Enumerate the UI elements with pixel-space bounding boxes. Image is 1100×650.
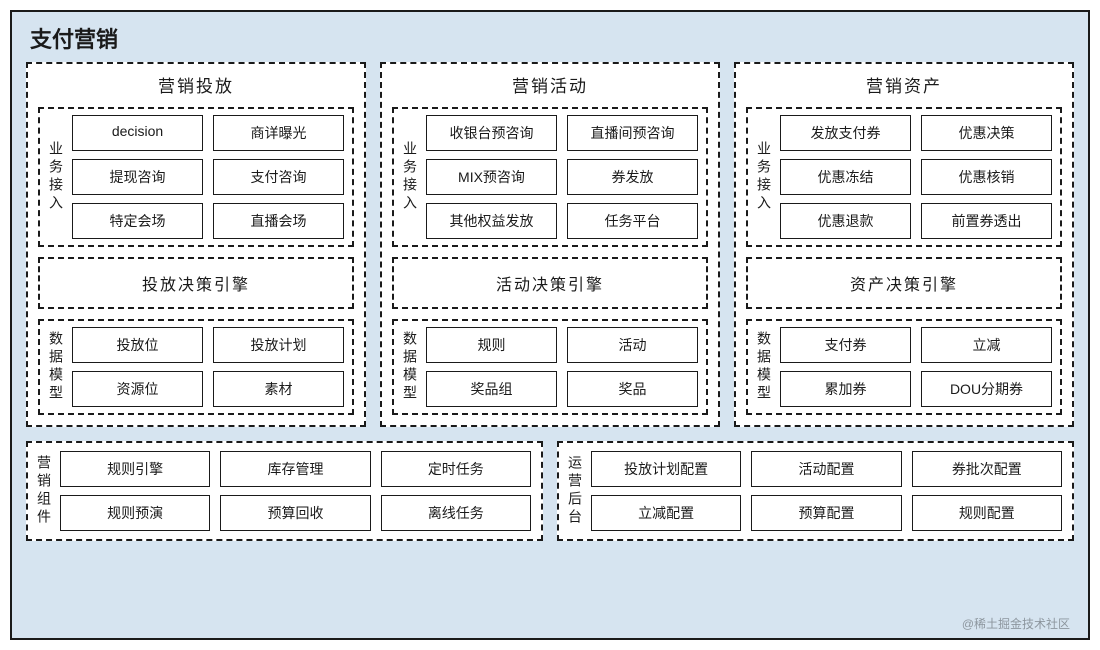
- vertical-label: 运营后台: [563, 451, 587, 531]
- cell: 预算回收: [220, 495, 370, 531]
- module-title: 营销活动: [392, 72, 708, 97]
- cell: 累加券: [780, 371, 911, 407]
- cell-grid: 规则 活动 奖品组 奖品: [422, 327, 698, 407]
- cell: 商详曝光: [213, 115, 344, 151]
- cell-grid: 发放支付券 优惠决策 优惠冻结 优惠核销 优惠退款 前置券透出: [776, 115, 1052, 239]
- top-row: 营销投放 业务接入 decision 商详曝光 提现咨询 支付咨询 特定会场 直…: [26, 62, 1074, 427]
- engine-box: 资产决策引擎: [746, 257, 1062, 309]
- module-ops-backend: 运营后台 投放计划配置 活动配置 券批次配置 立减配置 预算配置 规则配置: [557, 441, 1074, 541]
- diagram-container: 支付营销 营销投放 业务接入 decision 商详曝光 提现咨询 支付咨询 特…: [10, 10, 1090, 640]
- cell: 投放计划: [213, 327, 344, 363]
- vertical-label: 业务接入: [44, 115, 68, 239]
- module-marketing-activity: 营销活动 业务接入 收银台预咨询 直播间预咨询 MIX预咨询 券发放 其他权益发…: [380, 62, 720, 427]
- watermark: @稀土掘金技术社区: [962, 615, 1070, 632]
- cell-grid: decision 商详曝光 提现咨询 支付咨询 特定会场 直播会场: [68, 115, 344, 239]
- cell: DOU分期券: [921, 371, 1052, 407]
- cell: 支付咨询: [213, 159, 344, 195]
- cell: 库存管理: [220, 451, 370, 487]
- cell-grid: 规则引擎 库存管理 定时任务 规则预演 预算回收 离线任务: [56, 451, 531, 531]
- cell: 活动配置: [751, 451, 901, 487]
- module-marketing-delivery: 营销投放 业务接入 decision 商详曝光 提现咨询 支付咨询 特定会场 直…: [26, 62, 366, 427]
- module-marketing-components: 营销组件 规则引擎 库存管理 定时任务 规则预演 预算回收 离线任务: [26, 441, 543, 541]
- vertical-label: 数据模型: [44, 327, 68, 407]
- cell: 投放计划配置: [591, 451, 741, 487]
- cell: 直播间预咨询: [567, 115, 698, 151]
- engine-box: 活动决策引擎: [392, 257, 708, 309]
- vertical-label: 业务接入: [398, 115, 422, 239]
- cell: 奖品组: [426, 371, 557, 407]
- cell: 规则配置: [912, 495, 1062, 531]
- cell: 规则: [426, 327, 557, 363]
- cell: 离线任务: [381, 495, 531, 531]
- cell: 立减配置: [591, 495, 741, 531]
- cell-grid: 收银台预咨询 直播间预咨询 MIX预咨询 券发放 其他权益发放 任务平台: [422, 115, 698, 239]
- cell: 资源位: [72, 371, 203, 407]
- cell: 券批次配置: [912, 451, 1062, 487]
- cell: 活动: [567, 327, 698, 363]
- main-title: 支付营销: [26, 22, 1074, 54]
- cell: 优惠核销: [921, 159, 1052, 195]
- cell: 直播会场: [213, 203, 344, 239]
- vertical-label: 数据模型: [752, 327, 776, 407]
- vertical-label: 业务接入: [752, 115, 776, 239]
- cell: 优惠冻结: [780, 159, 911, 195]
- section-business-access: 业务接入 发放支付券 优惠决策 优惠冻结 优惠核销 优惠退款 前置券透出: [746, 107, 1062, 247]
- cell-grid: 支付券 立减 累加券 DOU分期券: [776, 327, 1052, 407]
- cell: decision: [72, 115, 203, 151]
- cell: 立减: [921, 327, 1052, 363]
- cell: 提现咨询: [72, 159, 203, 195]
- bottom-row: 营销组件 规则引擎 库存管理 定时任务 规则预演 预算回收 离线任务 运营后台 …: [26, 441, 1074, 541]
- cell: 规则预演: [60, 495, 210, 531]
- cell: 奖品: [567, 371, 698, 407]
- cell: 前置券透出: [921, 203, 1052, 239]
- section-data-model: 数据模型 投放位 投放计划 资源位 素材: [38, 319, 354, 415]
- cell: 券发放: [567, 159, 698, 195]
- section-business-access: 业务接入 decision 商详曝光 提现咨询 支付咨询 特定会场 直播会场: [38, 107, 354, 247]
- cell: 预算配置: [751, 495, 901, 531]
- vertical-label: 数据模型: [398, 327, 422, 407]
- cell: 投放位: [72, 327, 203, 363]
- module-marketing-asset: 营销资产 业务接入 发放支付券 优惠决策 优惠冻结 优惠核销 优惠退款 前置券透…: [734, 62, 1074, 427]
- cell: MIX预咨询: [426, 159, 557, 195]
- section-data-model: 数据模型 支付券 立减 累加券 DOU分期券: [746, 319, 1062, 415]
- cell: 收银台预咨询: [426, 115, 557, 151]
- cell-grid: 投放位 投放计划 资源位 素材: [68, 327, 344, 407]
- section-data-model: 数据模型 规则 活动 奖品组 奖品: [392, 319, 708, 415]
- cell: 其他权益发放: [426, 203, 557, 239]
- cell: 规则引擎: [60, 451, 210, 487]
- cell: 素材: [213, 371, 344, 407]
- cell: 优惠退款: [780, 203, 911, 239]
- module-title: 营销投放: [38, 72, 354, 97]
- cell-grid: 投放计划配置 活动配置 券批次配置 立减配置 预算配置 规则配置: [587, 451, 1062, 531]
- cell: 特定会场: [72, 203, 203, 239]
- cell: 发放支付券: [780, 115, 911, 151]
- section-business-access: 业务接入 收银台预咨询 直播间预咨询 MIX预咨询 券发放 其他权益发放 任务平…: [392, 107, 708, 247]
- module-title: 营销资产: [746, 72, 1062, 97]
- engine-box: 投放决策引擎: [38, 257, 354, 309]
- vertical-label: 营销组件: [32, 451, 56, 531]
- cell: 优惠决策: [921, 115, 1052, 151]
- cell: 定时任务: [381, 451, 531, 487]
- cell: 支付券: [780, 327, 911, 363]
- cell: 任务平台: [567, 203, 698, 239]
